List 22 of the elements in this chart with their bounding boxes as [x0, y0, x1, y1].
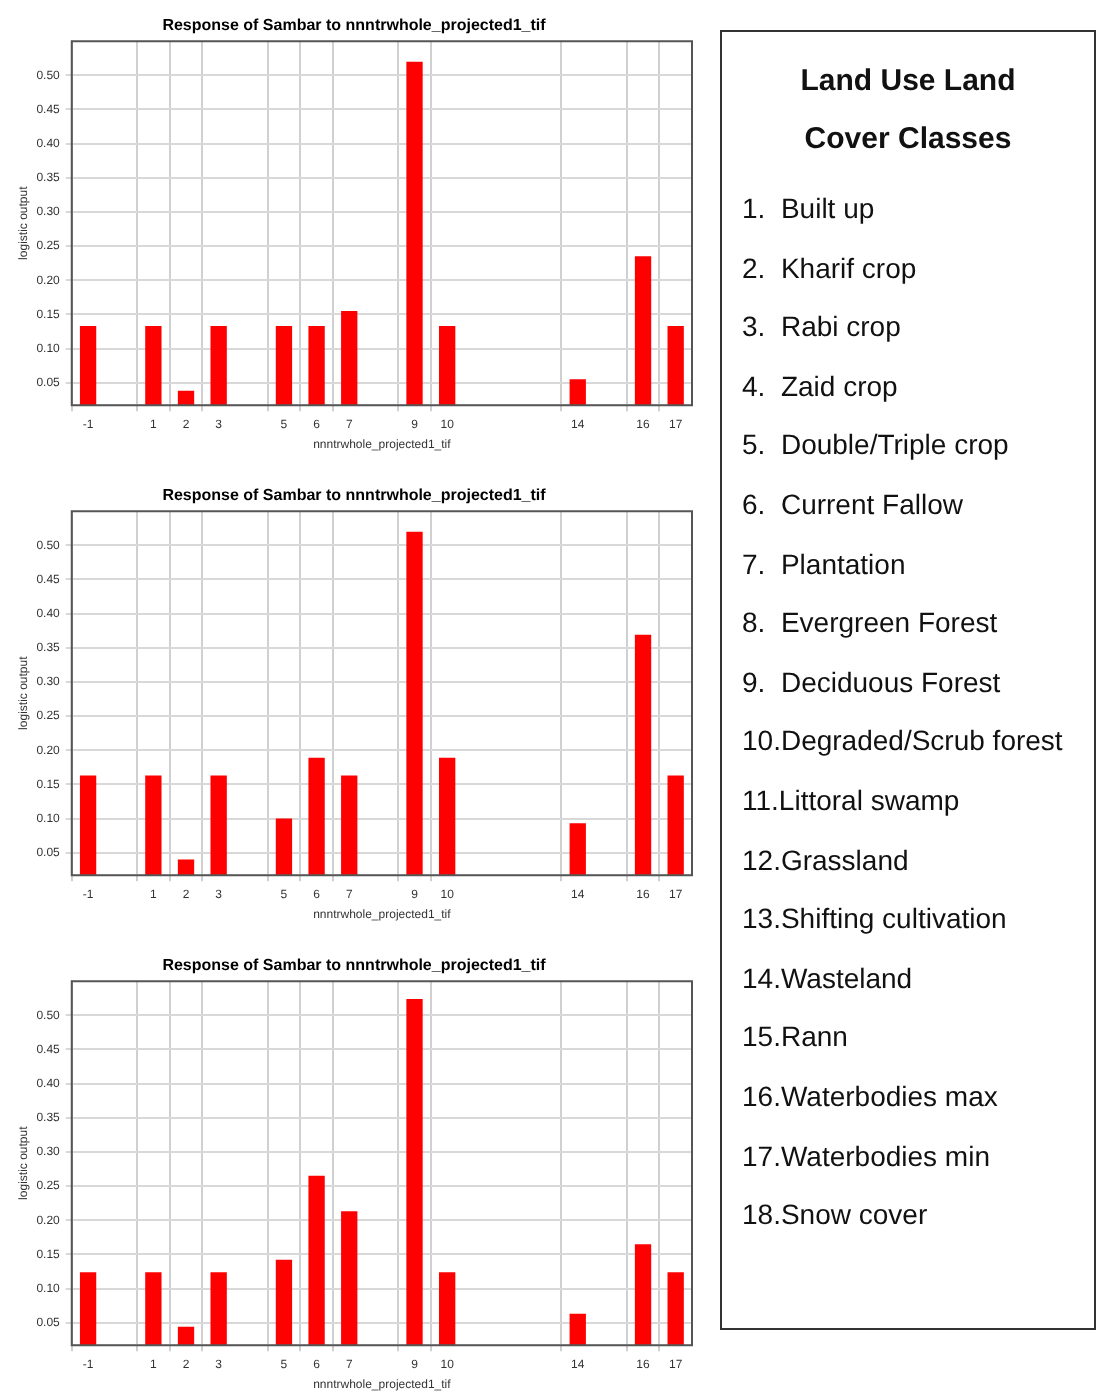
text: 11.Littoral swamp [740, 781, 962, 820]
text: Land Use Land Cover Classes [798, 62, 1018, 160]
text: 13.Shifting cultivation [740, 900, 1009, 939]
text: 3. Rabi crop [740, 308, 903, 347]
text: 4. Zaid crop [740, 367, 900, 406]
text: 14.Wasteland [740, 959, 915, 998]
text: 7. Plantation [740, 545, 908, 584]
text: 15.Rann [740, 1018, 850, 1057]
text: 10.Degraded/Scrub forest [740, 722, 1065, 761]
text: 12.Grassland [740, 841, 911, 880]
text: 18.Snow cover [740, 1196, 930, 1235]
text: 5. Double/Triple crop [740, 426, 1011, 465]
text: 17.Waterbodies min [740, 1137, 992, 1175]
chart-title: Response of Sambar to nnntrwhole_projected1_tif [162, 956, 547, 975]
text: 9. Deciduous Forest [740, 663, 1003, 702]
chart-title: Response of Sambar to nnntrwhole_projected1_tif [162, 16, 547, 35]
text: 8. Evergreen Forest [740, 604, 1000, 643]
text: 16.Waterbodies max [740, 1077, 1000, 1116]
text: 2. Kharif crop [740, 249, 919, 288]
chart-title: Response of Sambar to nnntrwhole_projected1_tif [162, 486, 547, 505]
text: 1. Built up [740, 190, 877, 228]
text: 6. Current Fallow [740, 485, 965, 524]
